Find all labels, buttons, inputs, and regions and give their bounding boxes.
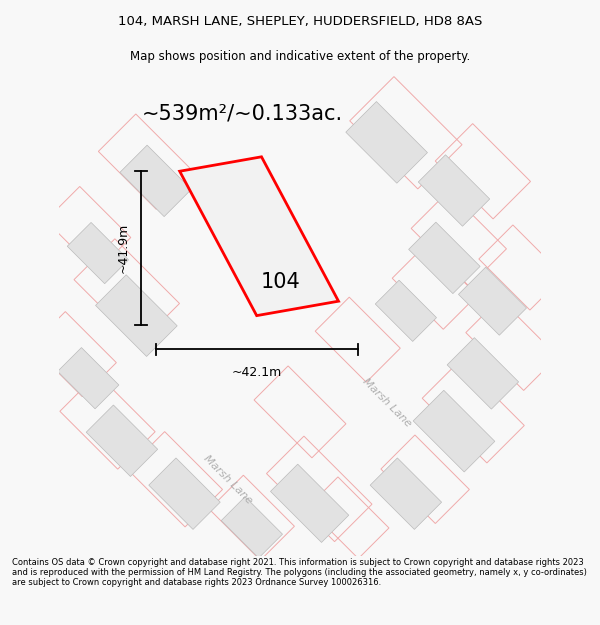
Polygon shape — [413, 390, 495, 472]
Polygon shape — [221, 497, 283, 558]
Polygon shape — [58, 348, 119, 409]
Text: ~42.1m: ~42.1m — [232, 366, 282, 379]
Text: Map shows position and indicative extent of the property.: Map shows position and indicative extent… — [130, 50, 470, 62]
Polygon shape — [67, 222, 128, 284]
Polygon shape — [418, 155, 490, 226]
Polygon shape — [271, 464, 349, 542]
Polygon shape — [86, 405, 158, 476]
Polygon shape — [95, 275, 177, 356]
Text: ~539m²/~0.133ac.: ~539m²/~0.133ac. — [142, 104, 343, 124]
Polygon shape — [179, 157, 338, 316]
Polygon shape — [375, 280, 437, 341]
Polygon shape — [458, 267, 527, 335]
Text: Marsh Lane: Marsh Lane — [202, 453, 254, 506]
Text: 104, MARSH LANE, SHEPLEY, HUDDERSFIELD, HD8 8AS: 104, MARSH LANE, SHEPLEY, HUDDERSFIELD, … — [118, 16, 482, 28]
Polygon shape — [447, 338, 518, 409]
Text: Marsh Lane: Marsh Lane — [361, 376, 413, 429]
Polygon shape — [370, 458, 442, 529]
Text: ~41.9m: ~41.9m — [116, 223, 129, 273]
Text: 104: 104 — [261, 272, 301, 292]
Polygon shape — [120, 145, 191, 217]
Polygon shape — [346, 101, 427, 183]
Polygon shape — [149, 458, 220, 529]
Polygon shape — [409, 222, 480, 294]
Text: Contains OS data © Crown copyright and database right 2021. This information is : Contains OS data © Crown copyright and d… — [12, 558, 587, 588]
